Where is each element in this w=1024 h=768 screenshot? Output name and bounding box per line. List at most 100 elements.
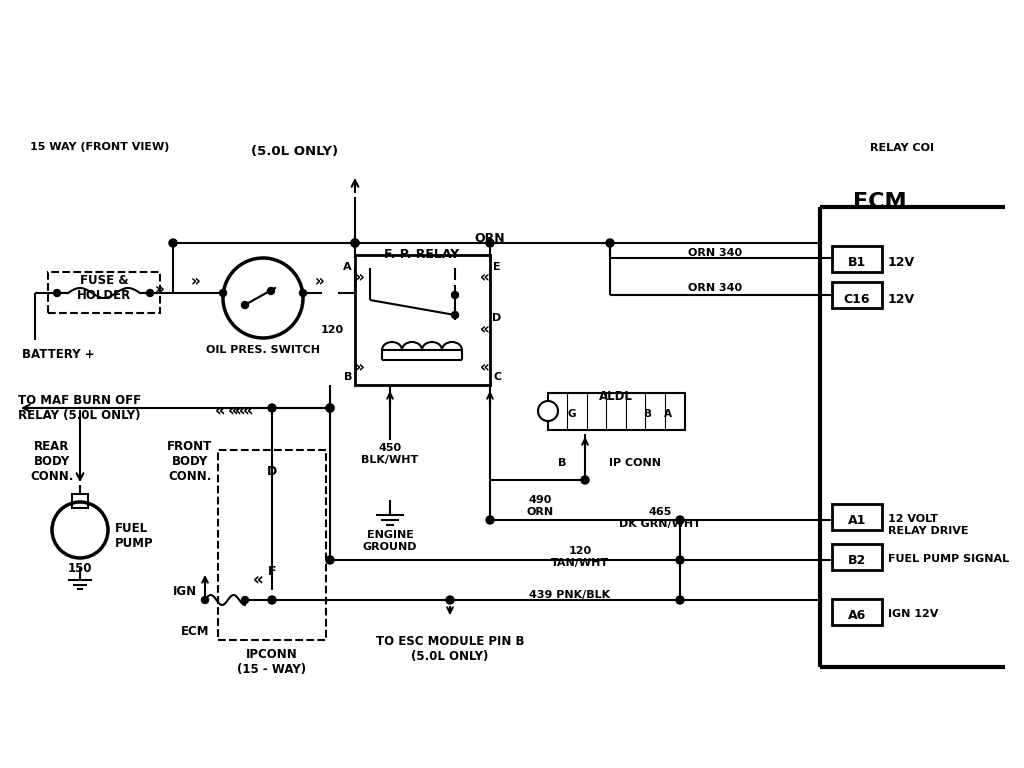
Text: ECM: ECM [181, 625, 209, 638]
Text: »: » [190, 274, 200, 290]
Text: D: D [267, 465, 278, 478]
Text: B1: B1 [848, 256, 866, 269]
Circle shape [326, 556, 334, 564]
Text: E: E [493, 262, 501, 272]
Text: C: C [493, 372, 501, 382]
Text: B: B [644, 409, 652, 419]
Text: 12V: 12V [888, 256, 915, 269]
Text: IGN: IGN [173, 585, 197, 598]
Text: 490
ORN: 490 ORN [526, 495, 554, 517]
Text: ORN 340: ORN 340 [688, 248, 742, 258]
Text: 12V: 12V [888, 293, 915, 306]
Circle shape [486, 239, 494, 247]
Text: ALDL: ALDL [599, 390, 633, 403]
Text: «: « [227, 402, 239, 420]
Circle shape [268, 404, 276, 412]
Text: OIL PRES. SWITCH: OIL PRES. SWITCH [206, 345, 319, 355]
Text: «: « [234, 402, 246, 420]
Text: »: » [155, 283, 165, 297]
Circle shape [538, 401, 558, 421]
Text: A: A [343, 262, 352, 272]
Circle shape [267, 287, 274, 294]
Text: A1: A1 [848, 514, 866, 527]
Text: IPCONN
(15 - WAY): IPCONN (15 - WAY) [238, 648, 306, 676]
Circle shape [606, 239, 614, 247]
Circle shape [169, 239, 177, 247]
Text: FRONT
BODY
CONN.: FRONT BODY CONN. [167, 440, 213, 483]
Circle shape [242, 302, 249, 309]
Text: FUSE &
HOLDER: FUSE & HOLDER [77, 274, 131, 302]
Text: IP CONN: IP CONN [609, 458, 662, 468]
Text: C16: C16 [844, 293, 870, 306]
Text: REAR
BODY
CONN.: REAR BODY CONN. [31, 440, 74, 483]
Text: «: « [253, 571, 263, 589]
Bar [831, 246, 882, 272]
Bar [831, 544, 882, 570]
Circle shape [452, 312, 459, 319]
Text: B: B [558, 458, 566, 468]
Text: «: « [215, 402, 225, 420]
Text: F. P. RELAY: F. P. RELAY [384, 248, 460, 261]
Text: ORN 340: ORN 340 [688, 283, 742, 293]
Circle shape [452, 292, 459, 299]
Bar [831, 599, 882, 625]
Circle shape [53, 290, 60, 296]
Text: RELAY COI: RELAY COI [870, 143, 934, 153]
Text: «: « [480, 270, 490, 286]
Circle shape [351, 239, 359, 247]
Circle shape [676, 516, 684, 524]
Text: ORN: ORN [475, 232, 505, 245]
Bar [218, 450, 326, 640]
Text: 465
DK GRN/WHT: 465 DK GRN/WHT [620, 507, 701, 528]
Bar [355, 255, 490, 385]
Circle shape [326, 404, 334, 412]
Circle shape [299, 290, 306, 296]
Circle shape [486, 516, 494, 524]
Circle shape [351, 239, 359, 247]
Text: BATTERY +: BATTERY + [22, 348, 94, 361]
Bar [831, 504, 882, 530]
Circle shape [219, 290, 226, 296]
Text: G: G [567, 409, 577, 419]
Text: TO MAF BURN OFF
RELAY (5.0L ONLY): TO MAF BURN OFF RELAY (5.0L ONLY) [18, 394, 141, 422]
Bar [548, 393, 685, 430]
Circle shape [581, 476, 589, 484]
Text: «: « [480, 360, 490, 376]
Text: 150: 150 [68, 562, 92, 575]
Circle shape [676, 556, 684, 564]
Text: «: « [480, 323, 490, 337]
Text: TO ESC MODULE PIN B
(5.0L ONLY): TO ESC MODULE PIN B (5.0L ONLY) [376, 635, 524, 663]
Bar [72, 494, 88, 508]
Text: B: B [344, 372, 352, 382]
Text: »: » [355, 270, 365, 286]
Text: 120
TAN/WHT: 120 TAN/WHT [551, 546, 609, 568]
Text: ECM: ECM [853, 192, 907, 212]
Text: A6: A6 [848, 609, 866, 622]
Text: 450
BLK/WHT: 450 BLK/WHT [361, 443, 419, 465]
Text: FUEL PUMP SIGNAL: FUEL PUMP SIGNAL [888, 554, 1009, 564]
Text: 439 PNK/BLK: 439 PNK/BLK [529, 590, 610, 600]
Text: »: » [355, 360, 365, 376]
Text: A: A [664, 409, 672, 419]
Bar [48, 272, 160, 313]
Circle shape [326, 404, 334, 412]
Text: »: » [315, 274, 325, 290]
Circle shape [268, 596, 276, 604]
Circle shape [202, 597, 209, 604]
Circle shape [676, 596, 684, 604]
Text: 15 WAY (FRONT VIEW): 15 WAY (FRONT VIEW) [30, 142, 169, 152]
Text: B2: B2 [848, 554, 866, 567]
Text: 120: 120 [321, 325, 344, 335]
Text: (5.0L ONLY): (5.0L ONLY) [252, 145, 339, 158]
Circle shape [146, 290, 154, 296]
Text: 12 VOLT
RELAY DRIVE: 12 VOLT RELAY DRIVE [888, 514, 969, 535]
Text: F: F [267, 565, 276, 578]
Circle shape [242, 597, 249, 604]
Text: IGN 12V: IGN 12V [888, 609, 938, 619]
Bar [831, 282, 882, 308]
Text: ENGINE
GROUND: ENGINE GROUND [362, 530, 417, 551]
Text: FUEL
PUMP: FUEL PUMP [115, 522, 154, 550]
Text: D: D [492, 313, 502, 323]
Text: «: « [243, 402, 253, 420]
Circle shape [446, 596, 454, 604]
